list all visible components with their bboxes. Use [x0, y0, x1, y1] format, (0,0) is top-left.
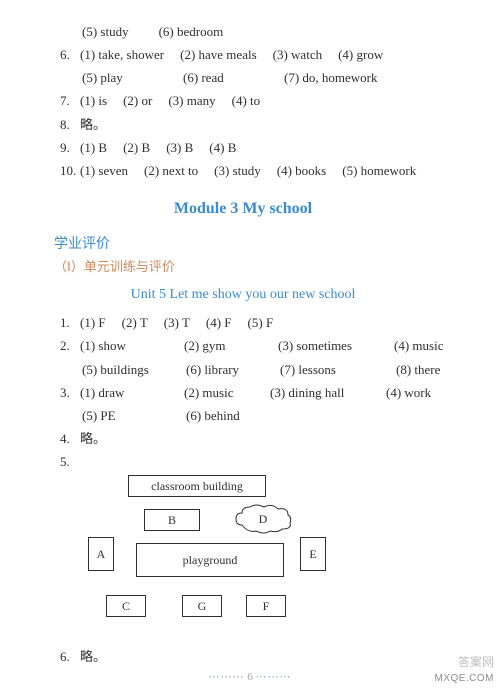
u5q3-3: (3) dining hall [270, 383, 370, 403]
module-title: Module 3 My school [60, 197, 426, 222]
u5q4-row: 4. 略。 [60, 429, 466, 449]
page-num: 6 [247, 671, 253, 683]
u5q3-5: (5) PE [82, 406, 170, 426]
box-c: C [106, 595, 146, 617]
q6-row2: (5) play (6) read (7) do, homework [82, 68, 466, 88]
q10-4: (4) books [277, 161, 326, 181]
q6-2: (2) have meals [180, 45, 257, 65]
u5q2-1: (1) show [80, 336, 168, 356]
u5q2-2: (2) gym [184, 336, 262, 356]
u5q1-3: (3) T [164, 313, 190, 333]
u5q3-1: (1) draw [80, 383, 168, 403]
q7-2: (2) or [123, 91, 152, 111]
q6-row1: 6. (1) take, shower (2) have meals (3) w… [60, 45, 466, 65]
u5q3-row2: (5) PE (6) behind [82, 406, 466, 426]
box-e: E [300, 537, 326, 571]
q6-1: (1) take, shower [80, 45, 164, 65]
u5q6-row: 6. 略。 [60, 647, 466, 667]
q9-3: (3) B [166, 138, 193, 158]
q-num: 10. [60, 161, 80, 181]
u5q1-5: (5) F [248, 313, 274, 333]
q7-3: (3) many [168, 91, 215, 111]
q-num: 7. [60, 91, 80, 111]
ans-6: (6) bedroom [159, 22, 224, 42]
u5q1-2: (2) T [122, 313, 148, 333]
q-num: 6. [60, 45, 80, 65]
q-num: 6. [60, 647, 80, 667]
q-num: 8. [60, 115, 80, 135]
q8-text: 略。 [80, 115, 106, 135]
watermark-1: 答案网 [458, 653, 494, 672]
cloud-d: D [232, 503, 294, 535]
q-num: 3. [60, 383, 80, 403]
u5q2-6: (6) library [186, 360, 264, 380]
subsection-heading: （Ⅰ）单元训练与评价 [54, 257, 466, 277]
u5q2-row1: 2. (1) show (2) gym (3) sometimes (4) mu… [60, 336, 466, 356]
q9-1: (1) B [80, 138, 107, 158]
q10-5: (5) homework [342, 161, 416, 181]
box-g: G [182, 595, 222, 617]
page-deco-l: ⋯⋯⋯ [209, 671, 245, 683]
u5q3-row1: 3. (1) draw (2) music (3) dining hall (4… [60, 383, 466, 403]
box-playground: playground [136, 543, 284, 577]
u5q2-4: (4) music [394, 336, 443, 356]
ans-5: (5) study [82, 22, 129, 42]
u5q2-row2: (5) buildings (6) library (7) lessons (8… [82, 360, 466, 380]
row-5-6: (5) study (6) bedroom [82, 22, 466, 42]
q6-5: (5) play [82, 68, 167, 88]
q10-1: (1) seven [80, 161, 128, 181]
u5q1-row: 1. (1) F (2) T (3) T (4) F (5) F [60, 313, 466, 333]
u5q2-7: (7) lessons [280, 360, 380, 380]
u5q2-5: (5) buildings [82, 360, 170, 380]
q-num: 1. [60, 313, 80, 333]
q-num: 2. [60, 336, 80, 356]
u5q6-text: 略。 [80, 647, 106, 667]
q-num: 4. [60, 429, 80, 449]
q9-row: 9. (1) B (2) B (3) B (4) B [60, 138, 466, 158]
q10-row: 10. (1) seven (2) next to (3) study (4) … [60, 161, 466, 181]
q6-7: (7) do, homework [284, 68, 378, 88]
u5q1-4: (4) F [206, 313, 232, 333]
box-classroom-building: classroom building [128, 475, 266, 497]
u5q3-6: (6) behind [186, 406, 240, 426]
q7-4: (4) to [232, 91, 261, 111]
u5q4-text: 略。 [80, 429, 106, 449]
q10-2: (2) next to [144, 161, 198, 181]
q6-4: (4) grow [338, 45, 383, 65]
u5q2-8: (8) there [396, 360, 440, 380]
page-number: ⋯⋯⋯ 6 ⋯⋯⋯ [0, 669, 500, 686]
q7-row: 7. (1) is (2) or (3) many (4) to [60, 91, 466, 111]
q9-2: (2) B [123, 138, 150, 158]
u5q3-4: (4) work [386, 383, 431, 403]
u5q5-row: 5. [60, 452, 466, 472]
u5q2-3: (3) sometimes [278, 336, 378, 356]
box-b: B [144, 509, 200, 531]
q7-1: (1) is [80, 91, 107, 111]
q8-row: 8. 略。 [60, 115, 466, 135]
box-a: A [88, 537, 114, 571]
q-num: 5. [60, 452, 80, 472]
q6-6: (6) read [183, 68, 268, 88]
unit-title: Unit 5 Let me show you our new school [60, 284, 426, 306]
q6-3: (3) watch [273, 45, 322, 65]
box-f: F [246, 595, 286, 617]
page-deco-r: ⋯⋯⋯ [256, 671, 292, 683]
u5q1-1: (1) F [80, 313, 106, 333]
school-diagram: classroom building B D A playground E C … [78, 475, 358, 647]
watermark-2: MXQE.COM [434, 671, 494, 687]
u5q3-2: (2) music [184, 383, 254, 403]
q-num: 9. [60, 138, 80, 158]
q9-4: (4) B [209, 138, 236, 158]
q10-3: (3) study [214, 161, 261, 181]
cloud-label: D [232, 503, 294, 535]
section-heading: 学业评价 [54, 234, 466, 256]
